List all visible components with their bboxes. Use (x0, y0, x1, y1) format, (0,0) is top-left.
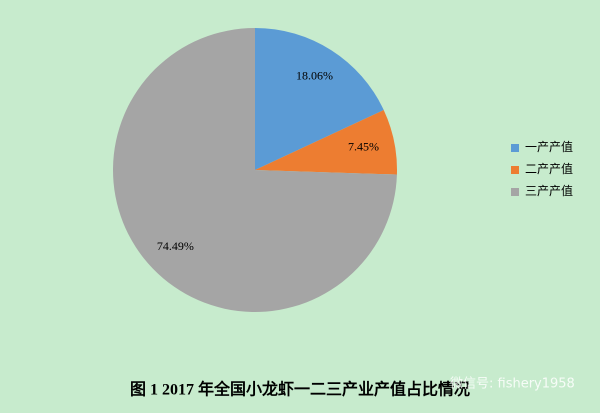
legend-label: 二产产值 (525, 161, 573, 176)
pie-slice (112, 28, 397, 312)
pie-slice (255, 28, 384, 170)
data-label: 74.49% (157, 239, 194, 253)
legend-label: 三产产值 (525, 183, 573, 198)
pie-slice (255, 110, 397, 175)
data-label: 7.45% (348, 140, 379, 154)
legend-label: 一产产值 (525, 139, 573, 154)
legend-swatch (511, 188, 519, 196)
legend-swatch (511, 144, 519, 152)
legend-swatch (511, 166, 519, 174)
watermark: 微信号: fishery1958 (450, 377, 575, 392)
data-label: 18.06% (296, 68, 333, 82)
chart-title: 图 1 2017 年全国小龙虾一二三产业产值占比情况 (130, 380, 470, 399)
